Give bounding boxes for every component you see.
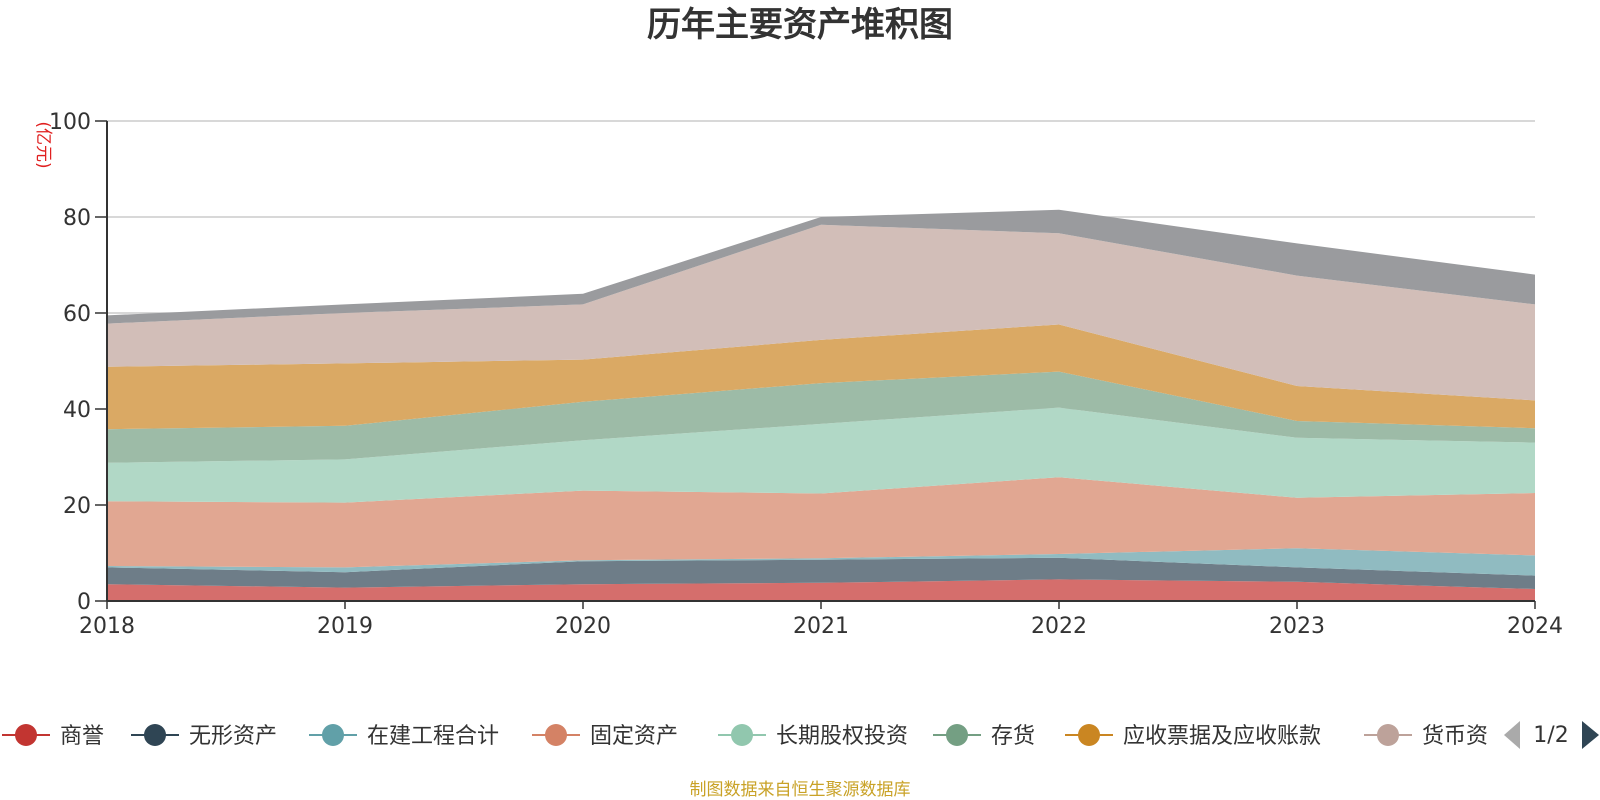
legend-dot-marker: [1078, 724, 1100, 746]
legend-item[interactable]: 固定资产: [532, 724, 678, 749]
y-tick-label: 0: [77, 590, 91, 615]
next-page-icon[interactable]: [1582, 721, 1599, 749]
legend-item[interactable]: 存货: [933, 724, 1035, 749]
legend-dot-marker: [1377, 724, 1399, 746]
legend-item[interactable]: 货币资: [1364, 724, 1488, 749]
legend-label: 商誉: [60, 724, 104, 749]
area-存货[interactable]: [107, 371, 1535, 463]
x-tick-label: 2020: [555, 614, 611, 639]
source-note: 制图数据来自恒生聚源数据库: [690, 780, 911, 800]
area-固定资产[interactable]: [107, 477, 1535, 568]
area-series-group: [107, 209, 1535, 601]
legend-label: 存货: [991, 724, 1035, 749]
x-tick-label: 2018: [79, 614, 135, 639]
legend-item[interactable]: 长期股权投资: [718, 724, 908, 749]
y-axis-unit: (亿元): [33, 121, 53, 168]
x-tick-label: 2023: [1269, 614, 1325, 639]
y-tick-label: 60: [63, 302, 91, 327]
legend-label: 长期股权投资: [776, 724, 908, 749]
legend-label: 应收票据及应收账款: [1123, 724, 1321, 749]
x-tick-label: 2019: [317, 614, 373, 639]
legend-dot-marker: [144, 724, 166, 746]
area-应收票据及应收账款[interactable]: [107, 324, 1535, 430]
legend-dot-marker: [731, 724, 753, 746]
area-货币资金[interactable]: [107, 224, 1535, 401]
legend-dot-marker: [946, 724, 968, 746]
legend-pager: 1/2: [1504, 721, 1599, 749]
legend-item[interactable]: 无形资产: [131, 724, 277, 749]
legend-dot-marker: [545, 724, 567, 746]
area-在建工程合计[interactable]: [107, 548, 1535, 576]
legend-item[interactable]: 应收票据及应收账款: [1065, 724, 1321, 749]
area-其他[interactable]: [107, 209, 1535, 324]
x-tick-label: 2022: [1031, 614, 1087, 639]
y-tick-label: 40: [63, 398, 91, 423]
legend-label: 货币资: [1422, 724, 1488, 749]
y-tick-label: 20: [63, 494, 91, 519]
y-tick-label: 100: [49, 110, 91, 135]
legend-dot-marker: [322, 724, 344, 746]
area-无形资产[interactable]: [107, 557, 1535, 589]
legend-dot-marker: [15, 724, 37, 746]
y-tick-label: 80: [63, 206, 91, 231]
legend-label: 固定资产: [590, 724, 678, 749]
area-长期股权投资[interactable]: [107, 407, 1535, 503]
chart-title: 历年主要资产堆积图: [647, 5, 953, 45]
legend-label: 在建工程合计: [367, 724, 499, 749]
area-商誉[interactable]: [107, 579, 1535, 601]
legend-label: 无形资产: [189, 724, 277, 749]
x-tick-label: 2024: [1507, 614, 1563, 639]
prev-page-icon[interactable]: [1504, 721, 1520, 749]
legend-item[interactable]: 在建工程合计: [309, 724, 499, 749]
x-tick-label: 2021: [793, 614, 849, 639]
legend-item[interactable]: 商誉: [2, 724, 104, 749]
legend-page-indicator: 1/2: [1533, 723, 1568, 748]
legend: 商誉 无形资产 在建工程合计 固定资产 长期股权投资 存货 应收票据及应收账款 货币资: [2, 724, 1488, 749]
axes: 0 20 40 60 80 100 2018 2019 2020 2021 2022 2023 2024: [49, 110, 1563, 639]
